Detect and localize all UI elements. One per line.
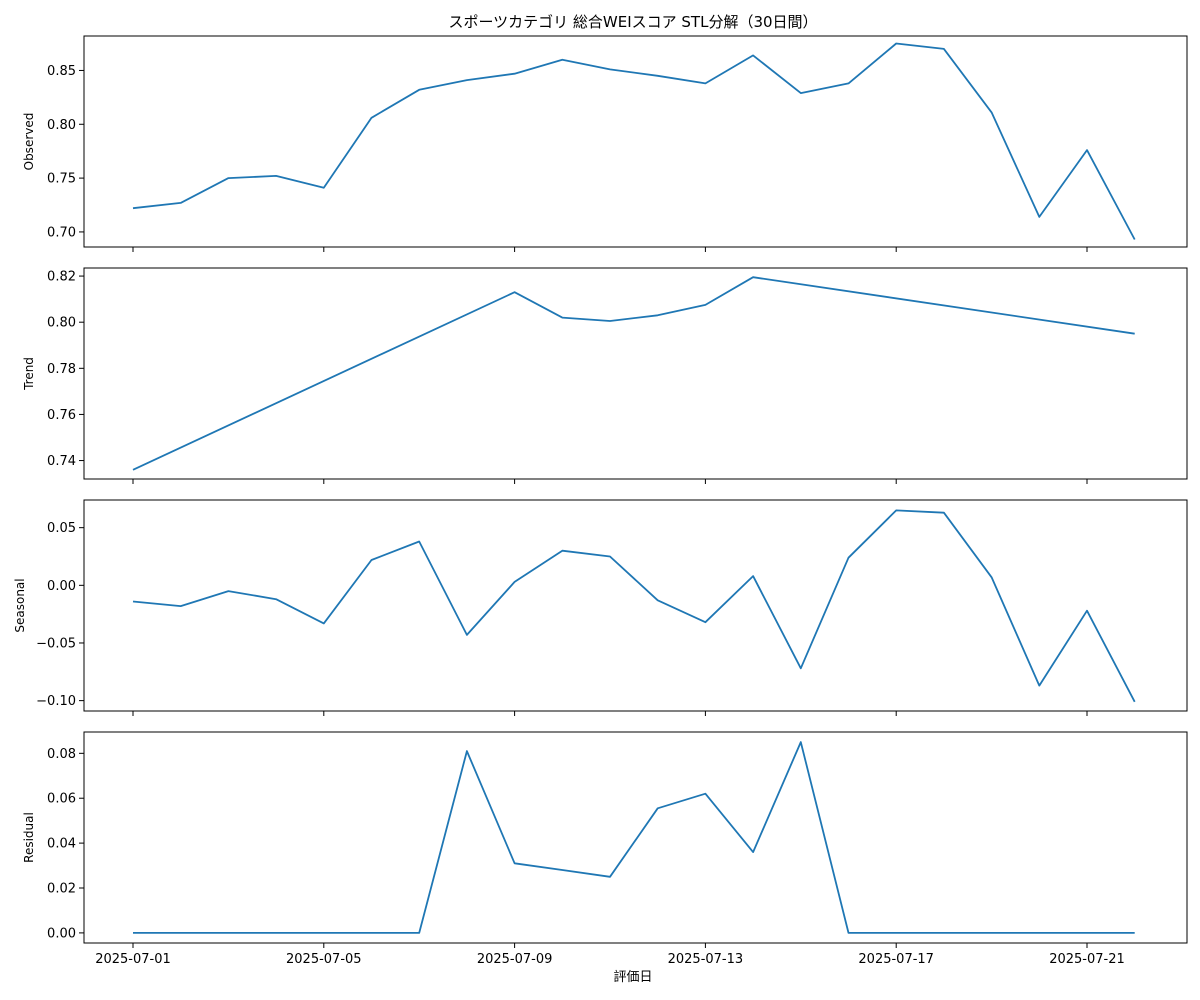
x-tick-label: 2025-07-17 bbox=[858, 952, 934, 967]
x-tick-label: 2025-07-01 bbox=[95, 952, 171, 967]
x-axis-ticks: 2025-07-01 2025-07-05 2025-07-09 2025-07-13… bbox=[95, 952, 1125, 967]
y-tick-label: 0.80 bbox=[47, 118, 76, 133]
panel-frame bbox=[83, 267, 1188, 480]
y-tick-label: 0.00 bbox=[47, 926, 76, 941]
y-tick-label: 0.82 bbox=[47, 270, 76, 285]
series-line-observed bbox=[132, 42, 1136, 240]
panel-frame bbox=[83, 35, 1188, 248]
y-tick-label: −0.10 bbox=[36, 694, 76, 709]
panel-observed: 0.70 0.75 0.80 0.85 Observed bbox=[22, 35, 1188, 252]
y-axis-label: Seasonal bbox=[13, 578, 27, 632]
y-tick-label: 0.70 bbox=[47, 225, 76, 240]
series-line-seasonal bbox=[132, 509, 1136, 703]
y-tick-label: 0.06 bbox=[47, 792, 76, 807]
y-tick-label: 0.75 bbox=[47, 172, 76, 187]
panels: 0.70 0.75 0.80 0.85 Observed 0.74 0.76 0.78 0.80… bbox=[13, 35, 1188, 948]
y-tick-label: 0.04 bbox=[47, 837, 76, 852]
y-tick-label: 0.00 bbox=[47, 579, 76, 594]
x-tick-label: 2025-07-21 bbox=[1049, 952, 1125, 967]
x-tick-label: 2025-07-09 bbox=[477, 952, 553, 967]
y-axis-label: Trend bbox=[22, 357, 36, 391]
y-tick-label: 0.80 bbox=[47, 316, 76, 331]
y-tick-label: 0.05 bbox=[47, 521, 76, 536]
panel-trend: 0.74 0.76 0.78 0.80 0.82 Trend bbox=[22, 267, 1188, 484]
x-axis-label: 評価日 bbox=[613, 970, 652, 985]
y-tick-label: 0.08 bbox=[47, 747, 76, 762]
x-tick-label: 2025-07-13 bbox=[668, 952, 744, 967]
panel-frame bbox=[83, 731, 1188, 944]
chart-title: スポーツカテゴリ 総合WEIスコア STL分解（30日間） bbox=[448, 13, 817, 31]
y-tick-label: −0.05 bbox=[36, 636, 76, 651]
panel-seasonal: −0.10 −0.05 0.00 0.05 Seasonal bbox=[13, 499, 1188, 716]
x-tick-label: 2025-07-05 bbox=[286, 952, 362, 967]
panel-frame bbox=[83, 499, 1188, 712]
y-tick-label: 0.76 bbox=[47, 408, 76, 423]
y-tick-label: 0.85 bbox=[47, 64, 76, 79]
y-axis-label: Residual bbox=[22, 812, 36, 863]
panel-residual: 0.00 0.02 0.04 0.06 0.08 Residual bbox=[22, 731, 1188, 948]
y-axis-label: Observed bbox=[22, 113, 36, 171]
series-line-residual bbox=[133, 741, 1135, 934]
y-tick-label: 0.78 bbox=[47, 362, 76, 377]
series-line-trend bbox=[132, 276, 1135, 471]
y-tick-label: 0.02 bbox=[47, 882, 76, 897]
y-tick-label: 0.74 bbox=[47, 454, 76, 469]
